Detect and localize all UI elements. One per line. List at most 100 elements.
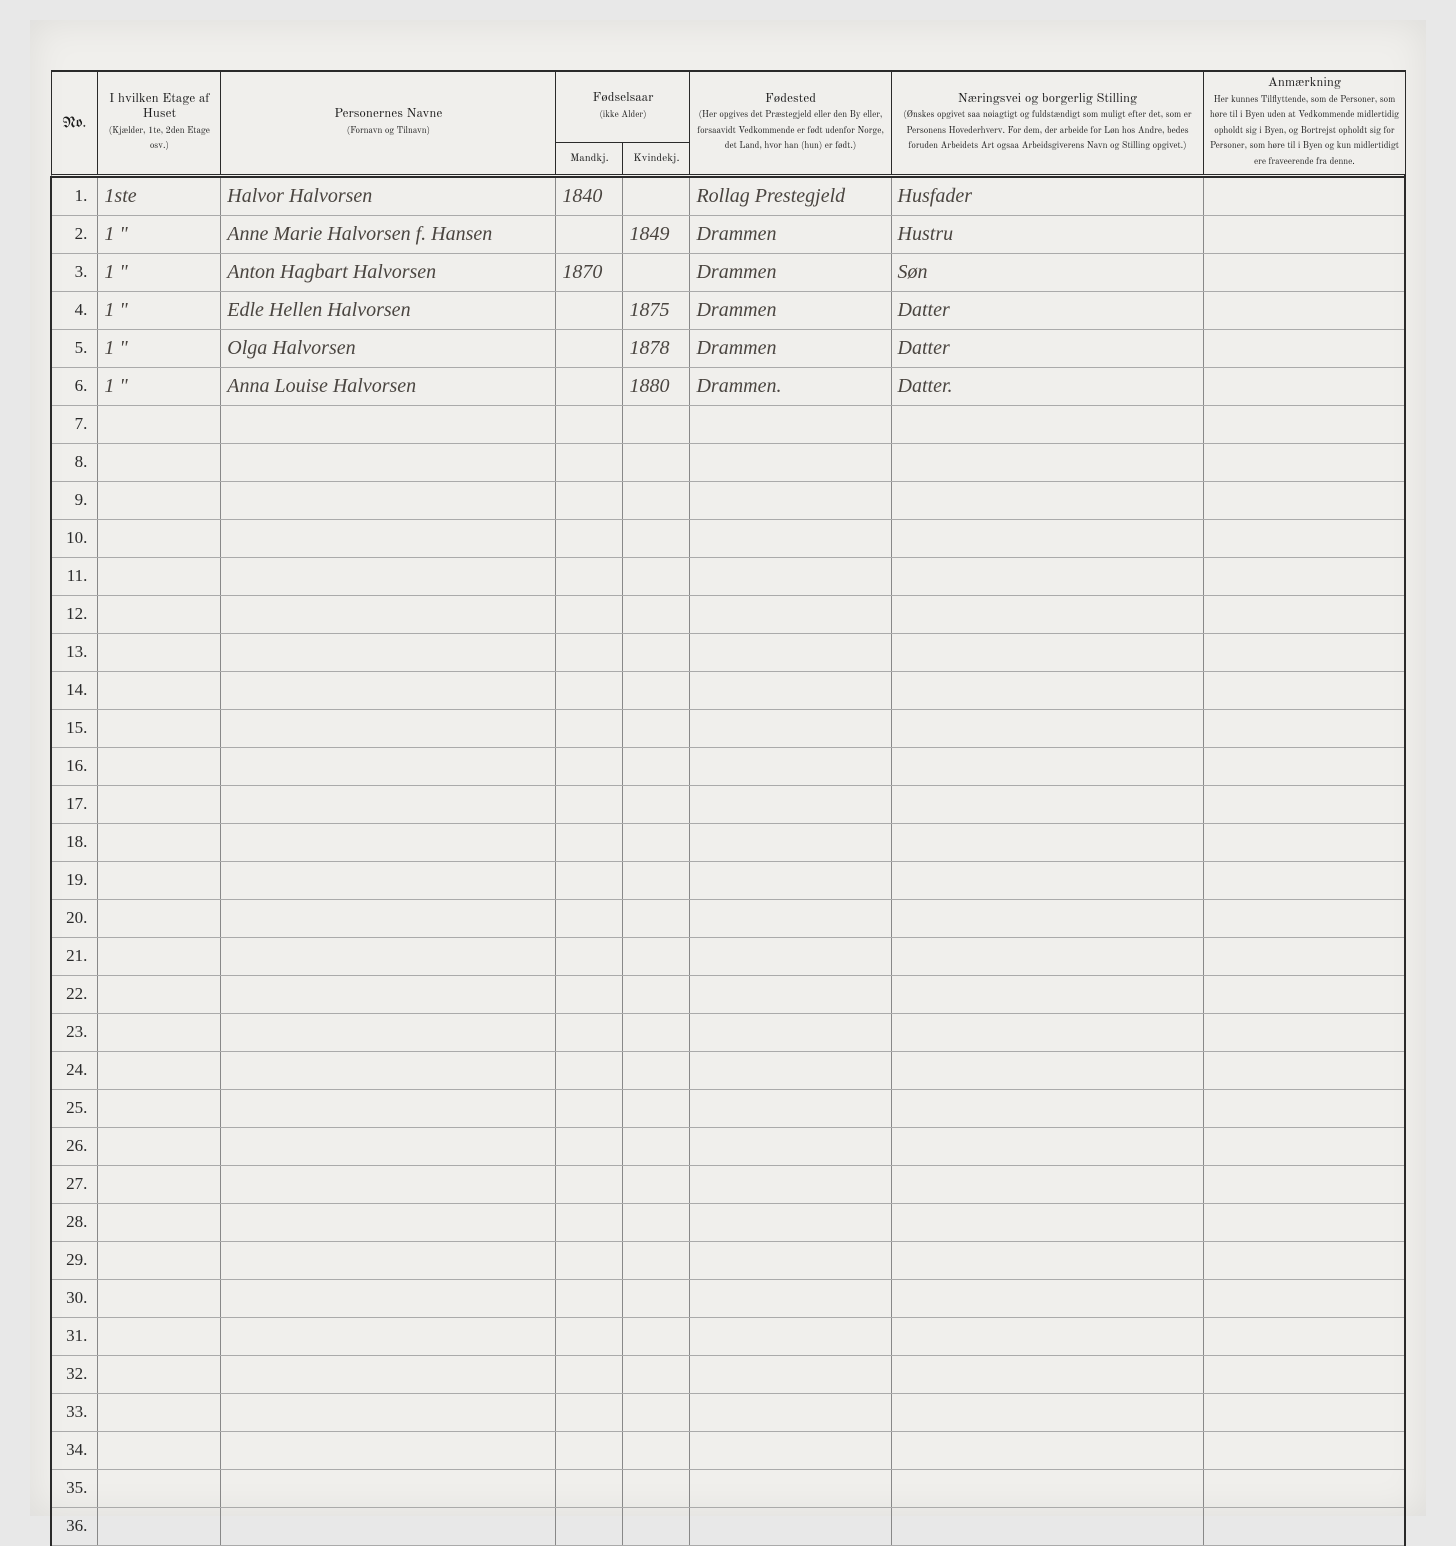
cell-navn <box>221 975 556 1013</box>
cell-stilling <box>891 671 1204 709</box>
cell-anm <box>1204 1051 1405 1089</box>
header-no: No. <box>51 71 98 174</box>
cell-stilling <box>891 1431 1204 1469</box>
cell-fodested: Drammen. <box>690 367 891 405</box>
cell-fodested <box>690 1013 891 1051</box>
cell-no: 20. <box>51 899 98 937</box>
cell-fodested <box>690 823 891 861</box>
cell-navn <box>221 671 556 709</box>
cell-no: 28. <box>51 1203 98 1241</box>
cell-kvind <box>623 1507 690 1545</box>
cell-no: 3. <box>51 253 98 291</box>
cell-mand <box>556 1507 623 1545</box>
cell-mand <box>556 937 623 975</box>
cell-navn <box>221 519 556 557</box>
cell-kvind <box>623 1469 690 1507</box>
cell-kvind <box>623 595 690 633</box>
cell-etage <box>98 937 221 975</box>
cell-no: 5. <box>51 329 98 367</box>
cell-mand <box>556 595 623 633</box>
table-row: 10. <box>51 519 1405 557</box>
header-anm-sub: Her kunnes Tilflyttende, som de Personer… <box>1210 96 1399 167</box>
cell-etage <box>98 443 221 481</box>
cell-anm <box>1204 1393 1405 1431</box>
cell-kvind <box>623 1165 690 1203</box>
cell-mand <box>556 1051 623 1089</box>
cell-no: 24. <box>51 1051 98 1089</box>
cell-mand <box>556 899 623 937</box>
cell-no: 34. <box>51 1431 98 1469</box>
cell-navn <box>221 1317 556 1355</box>
cell-mand <box>556 1393 623 1431</box>
cell-mand <box>556 1469 623 1507</box>
cell-anm <box>1204 291 1405 329</box>
cell-fodested <box>690 1127 891 1165</box>
cell-mand <box>556 1089 623 1127</box>
cell-no: 19. <box>51 861 98 899</box>
cell-anm <box>1204 861 1405 899</box>
cell-etage <box>98 1431 221 1469</box>
cell-kvind <box>623 443 690 481</box>
cell-navn <box>221 405 556 443</box>
cell-fodested <box>690 937 891 975</box>
cell-no: 1. <box>51 177 98 215</box>
cell-kvind <box>623 177 690 215</box>
cell-mand <box>556 1317 623 1355</box>
cell-navn: Edle Hellen Halvorsen <box>221 291 556 329</box>
cell-mand <box>556 1165 623 1203</box>
cell-anm <box>1204 1355 1405 1393</box>
cell-anm <box>1204 785 1405 823</box>
cell-fodested: Drammen <box>690 291 891 329</box>
cell-mand <box>556 1013 623 1051</box>
cell-etage <box>98 1279 221 1317</box>
census-form-page: No. I hvilken Etage af Huset (Kjælder, 1… <box>30 20 1426 1516</box>
cell-etage: 1 " <box>98 215 221 253</box>
cell-etage <box>98 899 221 937</box>
header-etage-sub: (Kjælder, 1te, 2den Etage osv.) <box>109 127 210 152</box>
cell-mand <box>556 1431 623 1469</box>
cell-no: 33. <box>51 1393 98 1431</box>
cell-navn: Anna Louise Halvorsen <box>221 367 556 405</box>
cell-kvind <box>623 1051 690 1089</box>
cell-stilling <box>891 443 1204 481</box>
header-stilling-sub: (Ønskes opgivet saa nøiagtigt og fuldstæ… <box>903 111 1191 151</box>
cell-stilling <box>891 1203 1204 1241</box>
cell-kvind <box>623 1355 690 1393</box>
header-etage-title: I hvilken Etage af Huset <box>109 93 209 122</box>
cell-fodested <box>690 595 891 633</box>
cell-navn: Anton Hagbart Halvorsen <box>221 253 556 291</box>
cell-stilling <box>891 1355 1204 1393</box>
cell-etage <box>98 1317 221 1355</box>
cell-etage <box>98 785 221 823</box>
cell-fodested <box>690 1393 891 1431</box>
cell-mand <box>556 975 623 1013</box>
cell-no: 12. <box>51 595 98 633</box>
cell-no: 27. <box>51 1165 98 1203</box>
cell-no: 11. <box>51 557 98 595</box>
cell-kvind <box>623 861 690 899</box>
cell-no: 23. <box>51 1013 98 1051</box>
table-row: 21. <box>51 937 1405 975</box>
cell-navn <box>221 785 556 823</box>
cell-kvind <box>623 975 690 1013</box>
cell-navn <box>221 1355 556 1393</box>
cell-anm <box>1204 1127 1405 1165</box>
cell-stilling <box>891 1279 1204 1317</box>
cell-fodested <box>690 861 891 899</box>
cell-etage <box>98 861 221 899</box>
cell-etage <box>98 671 221 709</box>
table-row: 12. <box>51 595 1405 633</box>
cell-etage <box>98 1469 221 1507</box>
cell-etage <box>98 519 221 557</box>
table-row: 15. <box>51 709 1405 747</box>
cell-etage <box>98 595 221 633</box>
cell-no: 10. <box>51 519 98 557</box>
cell-anm <box>1204 1089 1405 1127</box>
cell-anm <box>1204 1507 1405 1545</box>
table-row: 20. <box>51 899 1405 937</box>
cell-kvind <box>623 785 690 823</box>
cell-navn <box>221 1165 556 1203</box>
cell-etage <box>98 633 221 671</box>
cell-anm <box>1204 519 1405 557</box>
cell-kvind <box>623 1089 690 1127</box>
